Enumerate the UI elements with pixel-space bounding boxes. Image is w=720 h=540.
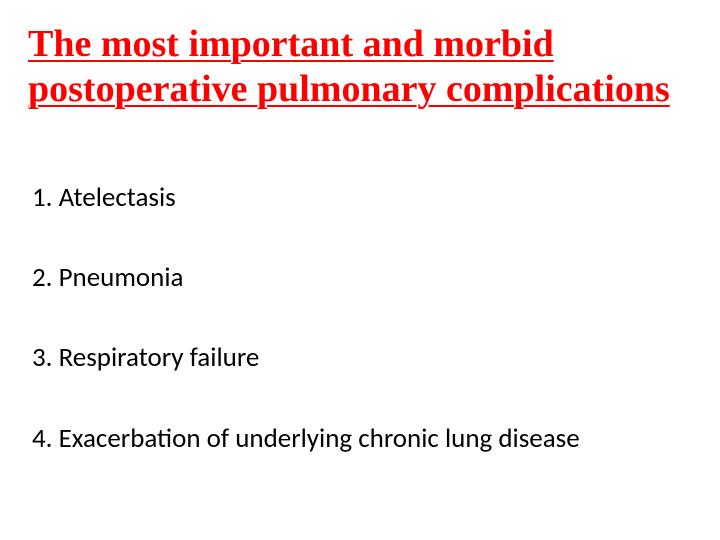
list-item: 3. Respiratory failure [32, 342, 692, 374]
list-item: 4. Exacerbation of underlying chronic lu… [32, 423, 692, 455]
list-item: 2. Pneumonia [32, 262, 692, 294]
slide: The most important and morbid postoperat… [0, 0, 720, 540]
slide-title: The most important and morbid postoperat… [28, 22, 692, 112]
item-list: 1. Atelectasis 2. Pneumonia 3. Respirato… [28, 182, 692, 456]
list-item: 1. Atelectasis [32, 182, 692, 214]
